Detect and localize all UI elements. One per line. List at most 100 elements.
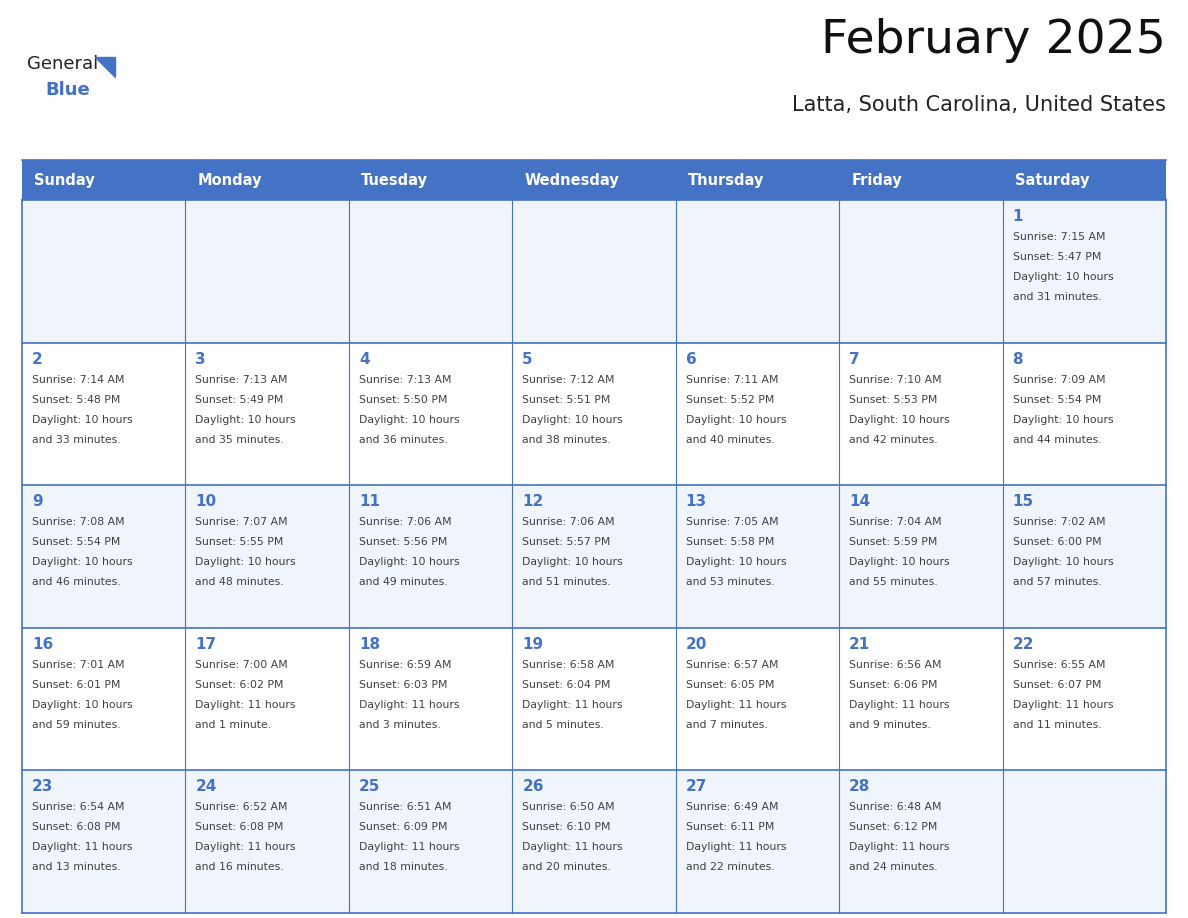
- Text: Sunset: 5:56 PM: Sunset: 5:56 PM: [359, 537, 447, 547]
- Text: Daylight: 11 hours: Daylight: 11 hours: [32, 843, 133, 853]
- Text: Sunrise: 6:58 AM: Sunrise: 6:58 AM: [523, 660, 614, 670]
- Text: Daylight: 10 hours: Daylight: 10 hours: [685, 415, 786, 425]
- Text: 8: 8: [1012, 352, 1023, 366]
- Text: 15: 15: [1012, 494, 1034, 509]
- Text: Sunset: 6:06 PM: Sunset: 6:06 PM: [849, 680, 937, 689]
- Text: Daylight: 10 hours: Daylight: 10 hours: [32, 700, 133, 710]
- Text: 17: 17: [196, 637, 216, 652]
- Text: Sunset: 5:55 PM: Sunset: 5:55 PM: [196, 537, 284, 547]
- Text: 1: 1: [1012, 209, 1023, 224]
- Text: and 38 minutes.: and 38 minutes.: [523, 434, 611, 444]
- Text: Sunrise: 7:11 AM: Sunrise: 7:11 AM: [685, 375, 778, 385]
- Text: Sunrise: 7:12 AM: Sunrise: 7:12 AM: [523, 375, 614, 385]
- Text: Sunrise: 6:49 AM: Sunrise: 6:49 AM: [685, 802, 778, 812]
- Text: Sunrise: 7:00 AM: Sunrise: 7:00 AM: [196, 660, 289, 670]
- Text: Daylight: 10 hours: Daylight: 10 hours: [196, 557, 296, 567]
- Text: Daylight: 10 hours: Daylight: 10 hours: [685, 557, 786, 567]
- Text: Sunrise: 7:02 AM: Sunrise: 7:02 AM: [1012, 517, 1105, 527]
- Text: Sunrise: 7:09 AM: Sunrise: 7:09 AM: [1012, 375, 1105, 385]
- Text: Daylight: 10 hours: Daylight: 10 hours: [1012, 415, 1113, 425]
- Text: Daylight: 10 hours: Daylight: 10 hours: [523, 557, 623, 567]
- Text: Sunset: 6:01 PM: Sunset: 6:01 PM: [32, 680, 120, 689]
- Text: 23: 23: [32, 779, 53, 794]
- Bar: [23, 200, 1165, 342]
- Text: Sunrise: 6:57 AM: Sunrise: 6:57 AM: [685, 660, 778, 670]
- Text: Sunset: 5:59 PM: Sunset: 5:59 PM: [849, 537, 937, 547]
- Text: Daylight: 11 hours: Daylight: 11 hours: [523, 700, 623, 710]
- Text: 21: 21: [849, 637, 871, 652]
- Text: Sunrise: 7:13 AM: Sunrise: 7:13 AM: [359, 375, 451, 385]
- Text: Sunset: 5:52 PM: Sunset: 5:52 PM: [685, 395, 775, 405]
- Text: Sunday: Sunday: [34, 173, 95, 187]
- Text: Daylight: 10 hours: Daylight: 10 hours: [849, 557, 949, 567]
- Text: Sunrise: 6:55 AM: Sunrise: 6:55 AM: [1012, 660, 1105, 670]
- Text: and 44 minutes.: and 44 minutes.: [1012, 434, 1101, 444]
- Text: 6: 6: [685, 352, 696, 366]
- Text: and 20 minutes.: and 20 minutes.: [523, 862, 611, 872]
- Text: Sunset: 5:47 PM: Sunset: 5:47 PM: [1012, 252, 1101, 262]
- Text: Sunset: 6:03 PM: Sunset: 6:03 PM: [359, 680, 448, 689]
- Text: 19: 19: [523, 637, 543, 652]
- Text: and 35 minutes.: and 35 minutes.: [196, 434, 284, 444]
- Polygon shape: [95, 57, 115, 77]
- Text: Sunset: 6:07 PM: Sunset: 6:07 PM: [1012, 680, 1101, 689]
- Text: 7: 7: [849, 352, 860, 366]
- Text: Sunset: 6:08 PM: Sunset: 6:08 PM: [196, 823, 284, 833]
- Text: 10: 10: [196, 494, 216, 509]
- Text: Daylight: 10 hours: Daylight: 10 hours: [359, 415, 460, 425]
- Text: Sunset: 6:05 PM: Sunset: 6:05 PM: [685, 680, 775, 689]
- Text: Sunrise: 7:15 AM: Sunrise: 7:15 AM: [1012, 232, 1105, 242]
- Text: and 55 minutes.: and 55 minutes.: [849, 577, 937, 588]
- Text: Daylight: 11 hours: Daylight: 11 hours: [359, 700, 460, 710]
- Bar: [23, 770, 1165, 913]
- Text: 26: 26: [523, 779, 544, 794]
- Text: Saturday: Saturday: [1015, 173, 1089, 187]
- Text: and 16 minutes.: and 16 minutes.: [196, 862, 284, 872]
- Text: 28: 28: [849, 779, 871, 794]
- Bar: [23, 486, 1165, 628]
- Text: Sunrise: 6:50 AM: Sunrise: 6:50 AM: [523, 802, 615, 812]
- Text: 14: 14: [849, 494, 871, 509]
- Text: and 7 minutes.: and 7 minutes.: [685, 720, 767, 730]
- Text: Daylight: 11 hours: Daylight: 11 hours: [523, 843, 623, 853]
- Text: Sunset: 6:02 PM: Sunset: 6:02 PM: [196, 680, 284, 689]
- Text: Daylight: 11 hours: Daylight: 11 hours: [359, 843, 460, 853]
- Bar: [23, 160, 1165, 200]
- Text: 27: 27: [685, 779, 707, 794]
- Bar: [23, 342, 1165, 486]
- Text: Daylight: 11 hours: Daylight: 11 hours: [196, 843, 296, 853]
- Text: and 57 minutes.: and 57 minutes.: [1012, 577, 1101, 588]
- Text: and 3 minutes.: and 3 minutes.: [359, 720, 441, 730]
- Text: and 13 minutes.: and 13 minutes.: [32, 862, 121, 872]
- Text: Sunset: 5:57 PM: Sunset: 5:57 PM: [523, 537, 611, 547]
- Text: Daylight: 11 hours: Daylight: 11 hours: [1012, 700, 1113, 710]
- Text: Blue: Blue: [45, 81, 90, 99]
- Text: Sunrise: 7:01 AM: Sunrise: 7:01 AM: [32, 660, 125, 670]
- Text: Sunrise: 6:56 AM: Sunrise: 6:56 AM: [849, 660, 942, 670]
- Text: Sunset: 6:08 PM: Sunset: 6:08 PM: [32, 823, 120, 833]
- Text: 12: 12: [523, 494, 544, 509]
- Text: Sunrise: 7:06 AM: Sunrise: 7:06 AM: [523, 517, 615, 527]
- Text: Daylight: 11 hours: Daylight: 11 hours: [849, 843, 949, 853]
- Text: Sunrise: 6:54 AM: Sunrise: 6:54 AM: [32, 802, 125, 812]
- Text: and 24 minutes.: and 24 minutes.: [849, 862, 937, 872]
- Text: Sunrise: 7:14 AM: Sunrise: 7:14 AM: [32, 375, 125, 385]
- Text: and 22 minutes.: and 22 minutes.: [685, 862, 775, 872]
- Text: Sunset: 5:49 PM: Sunset: 5:49 PM: [196, 395, 284, 405]
- Text: 22: 22: [1012, 637, 1034, 652]
- Text: Daylight: 10 hours: Daylight: 10 hours: [523, 415, 623, 425]
- Text: Sunset: 6:09 PM: Sunset: 6:09 PM: [359, 823, 448, 833]
- Text: and 33 minutes.: and 33 minutes.: [32, 434, 121, 444]
- Text: Wednesday: Wednesday: [524, 173, 619, 187]
- Text: Sunset: 6:11 PM: Sunset: 6:11 PM: [685, 823, 775, 833]
- Text: Daylight: 11 hours: Daylight: 11 hours: [685, 700, 786, 710]
- Text: Sunset: 5:54 PM: Sunset: 5:54 PM: [1012, 395, 1101, 405]
- Text: Daylight: 11 hours: Daylight: 11 hours: [196, 700, 296, 710]
- Text: Daylight: 10 hours: Daylight: 10 hours: [1012, 272, 1113, 282]
- Text: Daylight: 10 hours: Daylight: 10 hours: [32, 557, 133, 567]
- Text: Sunrise: 6:51 AM: Sunrise: 6:51 AM: [359, 802, 451, 812]
- Text: 24: 24: [196, 779, 216, 794]
- Text: Sunset: 6:04 PM: Sunset: 6:04 PM: [523, 680, 611, 689]
- Text: 9: 9: [32, 494, 43, 509]
- Text: Sunrise: 6:48 AM: Sunrise: 6:48 AM: [849, 802, 942, 812]
